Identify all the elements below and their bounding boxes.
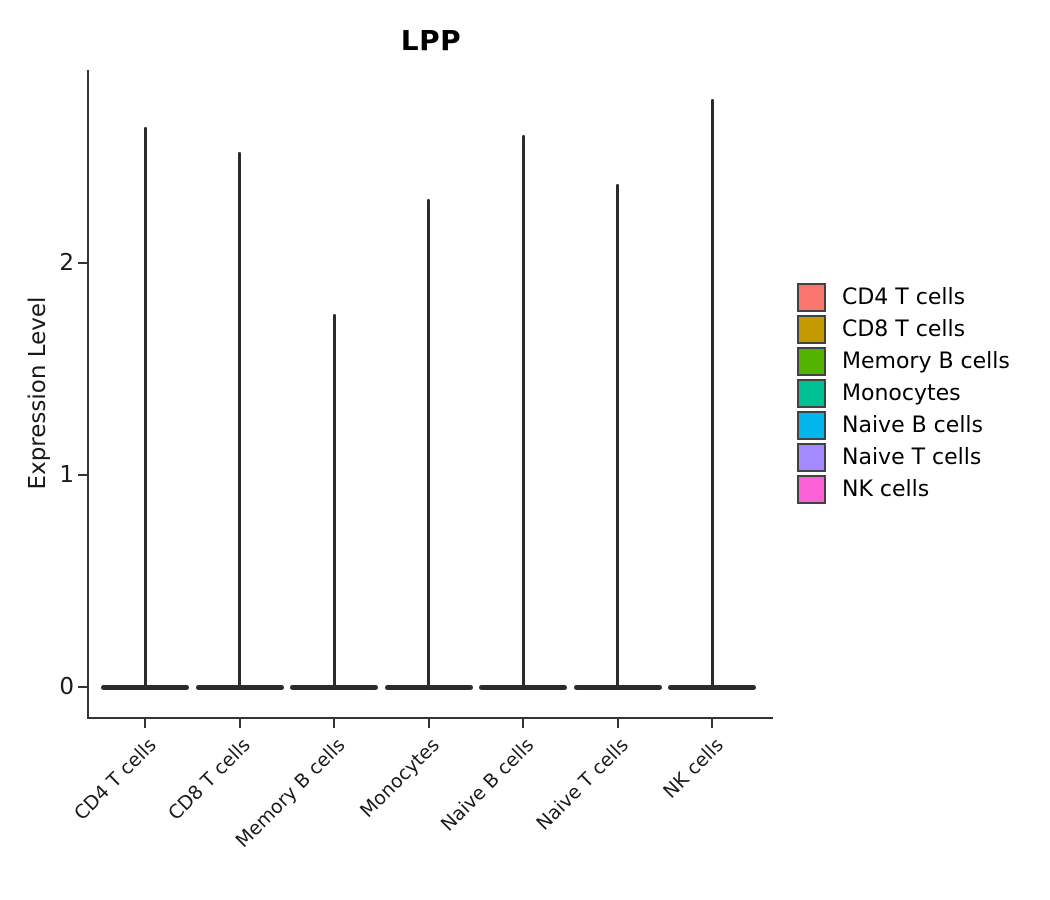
legend-swatch-icon [797, 475, 826, 504]
plot-title: LPP [400, 24, 462, 57]
legend-label: Naive T cells [842, 445, 982, 470]
legend-item-3: Memory B cells [797, 347, 1010, 376]
legend: CD4 T cells CD8 T cells Memory B cells Mono… [797, 283, 1010, 504]
legend-item-6: Naive T cells [797, 443, 1010, 472]
legend-item-4: Monocytes [797, 379, 1010, 408]
legend-item-1: CD4 T cells [797, 283, 1010, 312]
y-axis-line [87, 70, 89, 719]
y-tick-label: 1 [59, 461, 74, 488]
x-tick-mark [144, 717, 146, 728]
violin-base-6 [573, 684, 662, 690]
legend-item-2: CD8 T cells [797, 315, 1010, 344]
violin-base-5 [479, 684, 568, 690]
x-tick-label: Naive B cells [437, 734, 539, 836]
legend-label: Naive B cells [842, 413, 984, 438]
violin-tail-3 [332, 313, 336, 687]
legend-swatch-icon [797, 443, 826, 472]
legend-swatch-icon [797, 315, 826, 344]
x-axis-line [87, 717, 773, 719]
violin-tail-2 [238, 152, 242, 687]
x-tick-mark [616, 717, 619, 728]
violin-tail-1 [143, 126, 147, 687]
legend-item-7: NK cells [797, 475, 1010, 504]
y-axis-label: Expression Level [25, 296, 51, 490]
legend-label: Memory B cells [842, 349, 1010, 374]
x-tick-label: NK cells [659, 734, 728, 803]
violin-tail-5 [521, 135, 525, 687]
y-tick-mark [78, 473, 88, 476]
x-tick-mark [333, 717, 336, 728]
y-tick-mark [78, 686, 88, 688]
legend-label: CD8 T cells [842, 317, 966, 342]
x-tick-label: CD4 T cells [69, 734, 161, 825]
legend-item-5: Naive B cells [797, 411, 1010, 440]
violin-base-1 [101, 684, 189, 690]
x-tick-mark [522, 717, 525, 728]
violin-base-2 [195, 684, 284, 690]
legend-label: NK cells [842, 477, 930, 502]
violin-tail-4 [427, 198, 431, 687]
y-tick-label: 0 [59, 674, 74, 700]
x-tick-label: Monocytes [356, 734, 445, 822]
legend-label: CD4 T cells [842, 285, 966, 310]
legend-swatch-icon [797, 347, 826, 376]
x-tick-label: Naive T cells [532, 734, 634, 835]
violin-tail-6 [616, 184, 620, 687]
violin-base-4 [384, 684, 473, 690]
x-tick-mark [711, 717, 714, 728]
x-tick-mark [427, 717, 430, 728]
legend-swatch-icon [797, 411, 826, 440]
legend-swatch-icon [797, 283, 826, 312]
y-tick-label: 2 [59, 249, 74, 276]
x-tick-label: CD8 T cells [164, 734, 256, 825]
legend-swatch-icon [797, 379, 826, 408]
violin-tail-7 [710, 99, 714, 687]
violin-base-3 [290, 684, 379, 690]
legend-label: Monocytes [842, 381, 961, 406]
y-tick-mark [78, 261, 88, 264]
x-tick-mark [238, 717, 241, 728]
violin-base-7 [668, 684, 757, 690]
